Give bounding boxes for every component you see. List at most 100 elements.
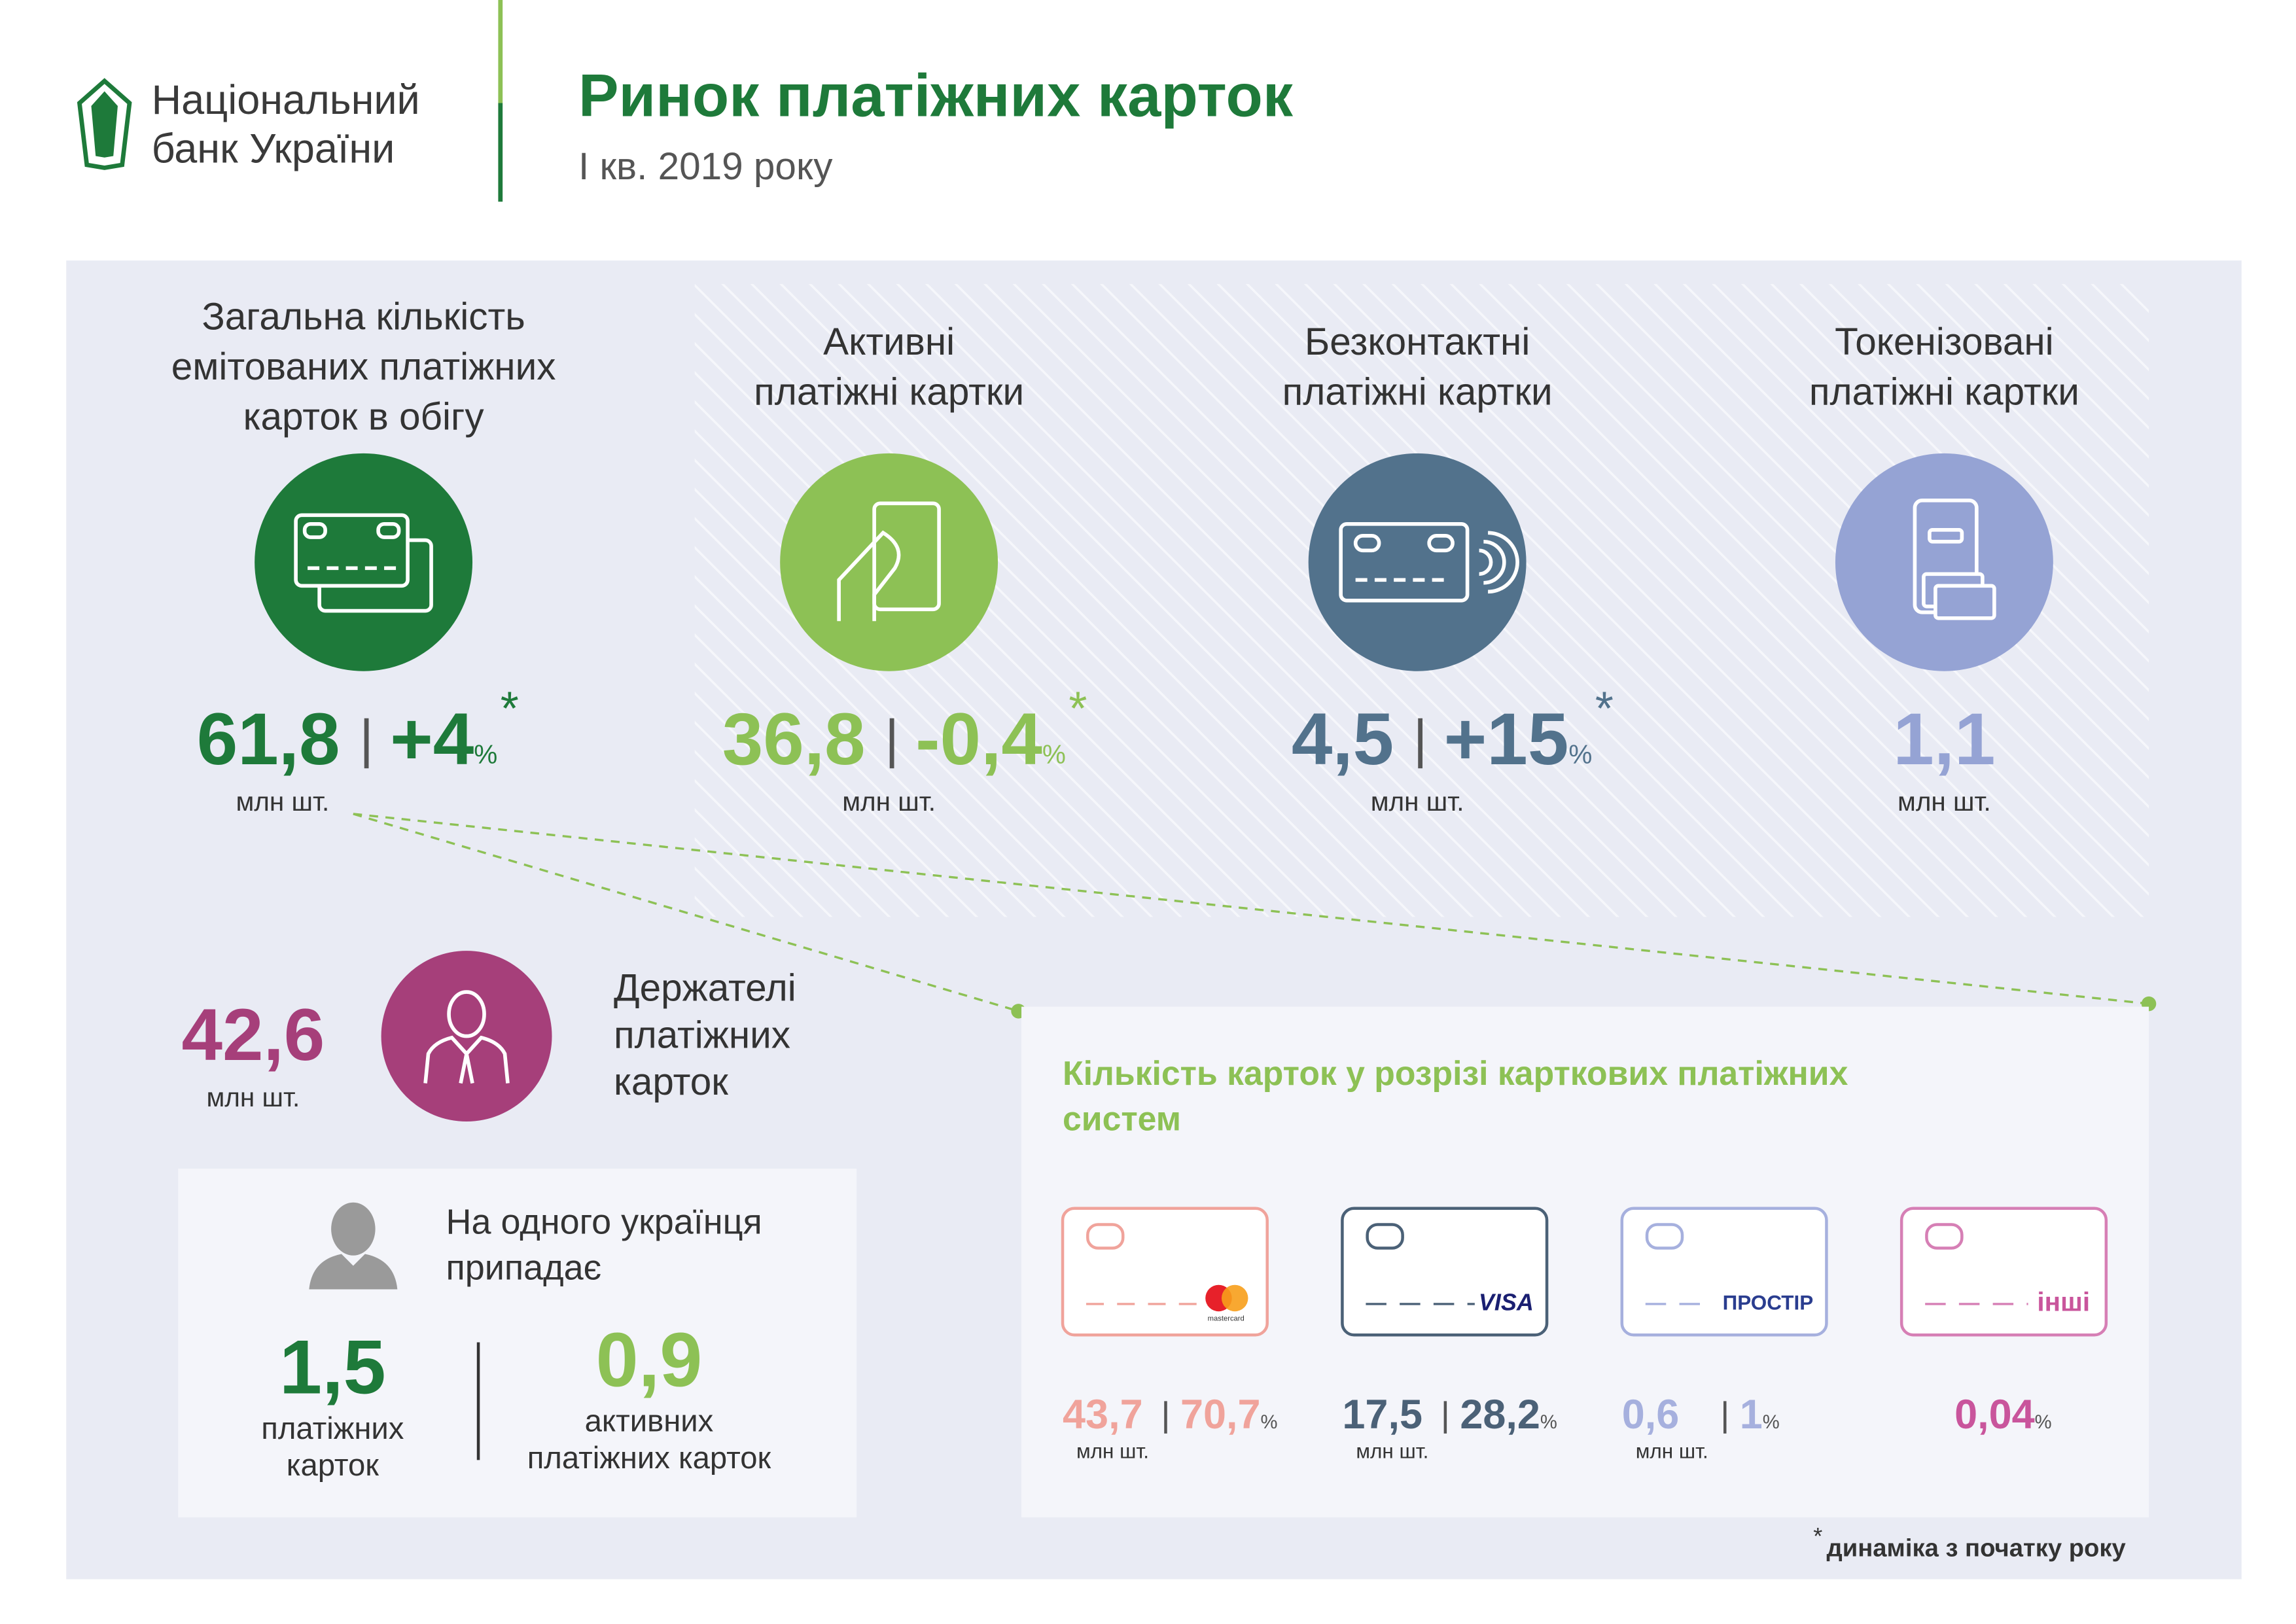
card-label: Загальна кількість [202,296,525,338]
card-label: платіжні картки [754,370,1024,413]
system-unit: млн шт. [1356,1439,1428,1462]
change-unit: % [474,739,497,769]
card-label: Активні [823,321,955,363]
icon-part [447,990,486,1038]
card-circle [780,453,998,671]
change-note: * [1069,683,1087,735]
per-capita-label: платіжних [261,1411,404,1446]
system-value: 0,6 [1622,1392,1680,1438]
share-unit: % [2035,1412,2052,1433]
icon-part [459,1053,474,1084]
system-value: 17,5 [1342,1392,1422,1438]
system-logo: інші [2037,1287,2090,1317]
subtitle: I кв. 2019 року [578,145,833,188]
card-label: платіжні картки [1282,370,1553,413]
change-unit: % [1568,739,1592,769]
holders-label: Держателі [614,966,796,1009]
card-circle [1835,453,2053,671]
share-unit: % [1540,1412,1557,1433]
holder-icon [423,990,510,1084]
holders-label: карток [614,1061,728,1103]
card-chip [1366,1223,1404,1250]
per-capita-heading: На одного українця [446,1203,762,1242]
system-logo: VISA [1479,1288,1534,1315]
icon-part [872,501,941,612]
icon-part [376,521,401,539]
system-share: 28,2% [1460,1392,1557,1438]
change-unit: % [1042,739,1066,769]
holders-label: платіжних [614,1014,790,1056]
card-circle [1308,453,1527,671]
hand-card-icon [837,501,941,622]
system-card [1899,1207,2108,1337]
logo-emblem [77,78,132,170]
card-label: карток в обігу [243,396,485,438]
system-card [1620,1207,1828,1337]
share-unit: % [1763,1412,1780,1433]
icon-part [1488,531,1519,594]
system-card [1341,1207,1549,1337]
card-chip [1645,1223,1684,1250]
logo-part [1221,1284,1248,1312]
card-change: -0,4%* [915,683,1087,780]
change-note: * [501,683,519,735]
card-unit: млн шт. [842,786,936,817]
card-value: 1,1 [1893,697,1995,780]
card-value: 36,8 [722,697,866,780]
card-label: Безконтактні [1305,321,1530,363]
icon-part [1479,548,1493,576]
share-value: 70,7 [1180,1392,1261,1438]
contactless-icon [1339,521,1519,603]
icon-part [1483,539,1506,585]
systems-title: систем [1063,1100,1181,1138]
per-capita-label: активних [585,1404,714,1439]
system-share: 1% [1740,1392,1780,1438]
change-value: +15 [1444,697,1569,780]
system-unit: млн шт. [1636,1439,1708,1462]
card-label: Токенізовані [1835,321,2054,363]
holders-value: 42,6 [181,993,325,1076]
icon-part [1339,521,1470,603]
card-unit: млн шт. [1898,786,1991,817]
icon-part [302,521,327,539]
footnote-text: динаміка з початку року [1826,1534,2126,1562]
card-label: платіжні картки [1809,370,2079,413]
card-value: 4,5 [1292,697,1394,780]
title: Ринок платіжних карток [578,62,1294,129]
per-capita-value: 0,9 [596,1316,703,1402]
card-unit: млн шт. [236,786,329,817]
system-value: 43,7 [1063,1392,1143,1438]
per-capita-label: платіжних карток [527,1441,771,1475]
change-value: -0,4 [915,697,1042,780]
person-icon [309,1202,398,1290]
change-note: * [1595,683,1614,735]
per-capita-panel [178,1169,857,1518]
card-value: 61,8 [197,697,340,780]
system-logo: mastercard [1208,1315,1245,1322]
card-change: +4%* [390,683,519,780]
icon-part [1928,527,1964,544]
holders-unit: млн шт. [206,1082,300,1112]
share-value: 0,04 [1954,1392,2035,1438]
system-share: 0,04% [1954,1392,2052,1438]
card-unit: млн шт. [1371,786,1464,817]
logo-text: банк України [152,126,395,171]
connector [353,813,2149,1012]
card-change: +15%* [1444,683,1614,780]
icon-part [1427,533,1455,553]
systems-title: Кількість карток у розрізі карткових пла… [1063,1054,1848,1092]
per-capita-label: карток [287,1448,380,1483]
card-label: емітованих платіжних [171,345,556,388]
card-chip [1925,1223,1964,1250]
card-chip [1086,1223,1125,1250]
share-value: 28,2 [1460,1392,1540,1438]
logo-text: Національний [152,77,420,123]
system-share: 70,7% [1180,1392,1278,1438]
phone-icon [1913,498,1996,620]
icon-part [1353,533,1381,553]
card-icon [294,513,433,613]
per-capita-heading: припадає [446,1248,602,1287]
footnote-mark: * [1813,1523,1822,1549]
